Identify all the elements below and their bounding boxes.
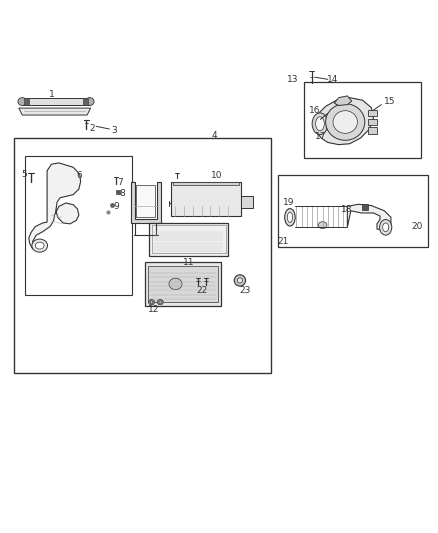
Bar	[83, 98, 88, 106]
Ellipse shape	[380, 220, 392, 235]
Text: 22: 22	[197, 286, 208, 295]
Text: 8: 8	[120, 189, 125, 198]
Bar	[25, 156, 132, 295]
Ellipse shape	[318, 222, 327, 229]
Ellipse shape	[316, 117, 324, 131]
Text: 18: 18	[341, 205, 352, 214]
Polygon shape	[315, 98, 374, 144]
Bar	[22, 98, 90, 106]
Text: 3: 3	[112, 126, 117, 135]
Text: 2: 2	[89, 124, 95, 133]
Bar	[149, 223, 228, 256]
Text: 13: 13	[287, 75, 299, 84]
Bar	[152, 225, 226, 254]
Text: 21: 21	[277, 237, 289, 246]
Bar	[278, 175, 428, 247]
Bar	[148, 265, 218, 302]
Text: 5: 5	[21, 169, 27, 179]
Bar	[368, 127, 378, 134]
Bar	[145, 262, 221, 305]
Text: 4: 4	[212, 132, 217, 140]
Ellipse shape	[150, 301, 153, 303]
Ellipse shape	[169, 278, 182, 289]
Text: 11: 11	[183, 257, 194, 266]
Ellipse shape	[18, 98, 27, 106]
Ellipse shape	[312, 113, 328, 135]
Text: 16: 16	[309, 106, 321, 115]
Ellipse shape	[325, 104, 365, 140]
Ellipse shape	[287, 212, 293, 223]
Text: 23: 23	[240, 286, 251, 295]
Polygon shape	[19, 108, 91, 115]
Polygon shape	[347, 204, 391, 230]
Bar	[368, 110, 378, 116]
Polygon shape	[241, 196, 253, 208]
Ellipse shape	[285, 208, 295, 226]
Text: 7: 7	[117, 179, 123, 188]
Bar	[171, 182, 241, 216]
Ellipse shape	[148, 300, 155, 305]
Polygon shape	[136, 185, 155, 217]
Text: 6: 6	[76, 171, 82, 180]
Ellipse shape	[159, 301, 162, 303]
Bar	[368, 118, 378, 125]
Ellipse shape	[237, 278, 243, 283]
Ellipse shape	[383, 223, 389, 232]
Ellipse shape	[234, 275, 246, 286]
Ellipse shape	[333, 111, 357, 133]
Text: 19: 19	[283, 198, 294, 207]
Ellipse shape	[157, 300, 163, 305]
Text: 1: 1	[49, 90, 54, 99]
Text: 9: 9	[114, 202, 120, 211]
Text: 14: 14	[327, 75, 339, 84]
Text: 20: 20	[411, 222, 423, 231]
Polygon shape	[29, 163, 81, 249]
Polygon shape	[334, 96, 352, 106]
Text: 17: 17	[314, 132, 326, 141]
Polygon shape	[131, 182, 161, 223]
Ellipse shape	[32, 239, 47, 252]
Bar	[14, 138, 271, 373]
Text: 10: 10	[211, 171, 223, 180]
Ellipse shape	[35, 242, 44, 249]
Ellipse shape	[85, 98, 94, 106]
Bar	[24, 98, 29, 106]
Text: 12: 12	[148, 305, 159, 313]
Bar	[304, 82, 421, 158]
Bar	[173, 182, 239, 185]
Text: 15: 15	[384, 98, 396, 107]
